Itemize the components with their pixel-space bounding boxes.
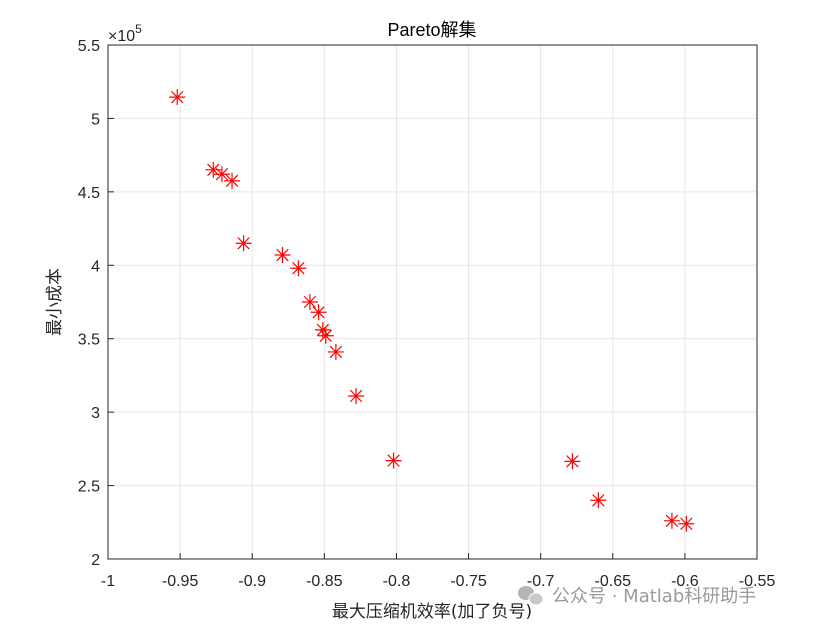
grid-lines	[108, 45, 757, 559]
y-tick-label: 2.5	[78, 479, 100, 496]
data-point	[235, 235, 252, 252]
data-points	[169, 89, 695, 532]
y-exponent-label: ×105	[108, 22, 142, 45]
y-exponent-base: ×10	[108, 28, 135, 45]
y-tick-label: 3.5	[78, 332, 100, 349]
data-point	[274, 247, 291, 264]
data-point	[301, 294, 318, 310]
chart-title: Pareto解集	[387, 20, 476, 40]
x-tick-label: -0.75	[450, 573, 487, 590]
data-point	[314, 321, 331, 338]
data-point	[385, 452, 402, 469]
x-tick-label: -1	[101, 573, 115, 590]
data-point	[678, 515, 695, 532]
x-tick-label: -0.8	[383, 573, 411, 590]
y-exponent-power: 5	[135, 22, 142, 36]
x-tick-label: -0.65	[595, 573, 632, 590]
data-point	[564, 453, 581, 470]
data-point	[213, 166, 230, 183]
watermark: 公众号 · Matlab科研助手	[518, 586, 756, 607]
wechat-icon	[518, 586, 544, 606]
data-point	[205, 161, 222, 178]
x-tick-label: -0.6	[671, 573, 699, 590]
data-point	[317, 327, 334, 344]
y-tick-label: 4	[91, 258, 100, 275]
x-tick-label: -0.55	[739, 573, 776, 590]
data-point	[290, 260, 307, 277]
data-point	[224, 172, 241, 189]
y-axis-label: 最小成本	[45, 268, 65, 336]
y-tick-label: 4.5	[78, 185, 100, 202]
data-point	[327, 343, 344, 360]
axis-ticks: -1 -0.95 -0.9 -0.85 -0.8 -0.75 -0.7 -0.65 -0.6 -0…	[78, 38, 776, 590]
data-point	[590, 492, 607, 509]
x-tick-label: -0.7	[527, 573, 555, 590]
plot-area-border	[107, 44, 758, 560]
y-tick-label: 5	[91, 111, 100, 128]
y-tick-label: 2	[91, 552, 100, 569]
data-point	[348, 387, 365, 404]
data-point	[169, 89, 186, 106]
y-tick-label: 3	[91, 405, 100, 422]
data-point	[663, 512, 680, 529]
x-tick-label: -0.85	[306, 573, 343, 590]
y-tick-label: 5.5	[78, 38, 100, 55]
watermark-text: 公众号 · Matlab科研助手	[552, 586, 756, 607]
x-tick-label: -0.95	[162, 573, 199, 590]
x-tick-label: -0.9	[238, 573, 266, 590]
x-axis-label: 最大压缩机效率(加了负号)	[332, 602, 532, 622]
data-point	[310, 304, 327, 321]
